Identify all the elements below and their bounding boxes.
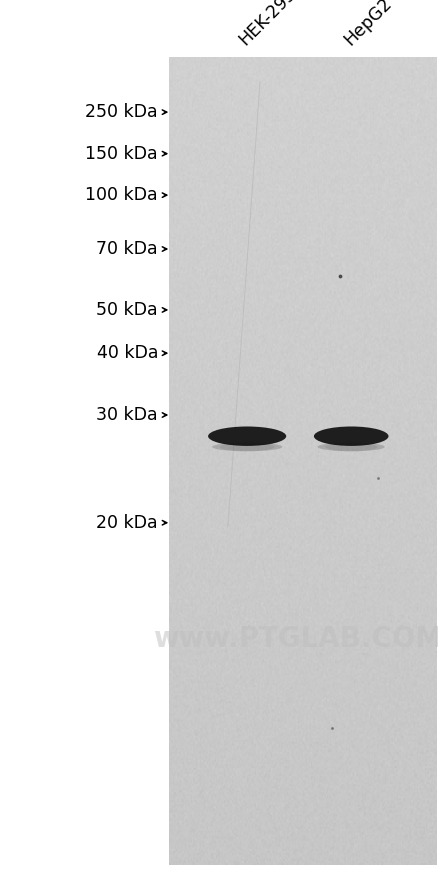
Text: 70 kDa: 70 kDa [96,240,158,258]
Text: 150 kDa: 150 kDa [85,145,158,162]
Text: HepG2: HepG2 [339,0,394,49]
Text: 50 kDa: 50 kDa [96,301,158,319]
Text: www.PTGLAB.COM: www.PTGLAB.COM [152,625,438,653]
Ellipse shape [313,426,388,446]
Text: 100 kDa: 100 kDa [85,186,158,204]
Ellipse shape [324,442,377,451]
Ellipse shape [219,442,274,451]
Text: HEK-293: HEK-293 [234,0,299,49]
Text: 250 kDa: 250 kDa [85,103,158,121]
Text: 30 kDa: 30 kDa [96,406,158,424]
Ellipse shape [317,442,384,451]
Text: 20 kDa: 20 kDa [96,514,158,532]
Ellipse shape [208,426,286,446]
Text: 40 kDa: 40 kDa [96,344,158,362]
Ellipse shape [212,442,282,451]
